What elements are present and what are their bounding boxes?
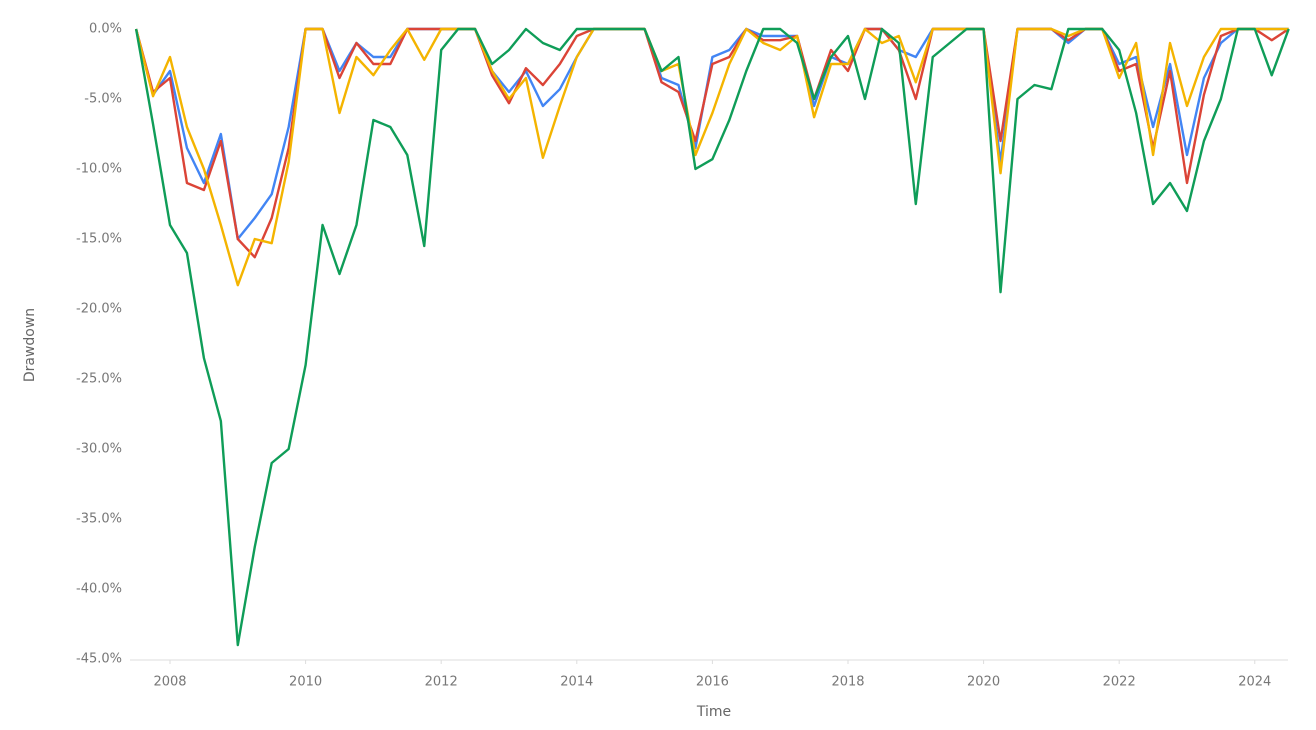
- y-tick-label: -30.0%: [76, 442, 122, 457]
- y-tick-label: -35.0%: [76, 512, 122, 527]
- x-tick-label: 2018: [831, 675, 864, 690]
- y-tick-label: -15.0%: [76, 232, 122, 247]
- y-tick-label: -40.0%: [76, 582, 122, 597]
- x-tick-label: 2024: [1238, 675, 1271, 690]
- x-axis-title: Time: [696, 704, 731, 720]
- x-tick-label: 2008: [153, 675, 186, 690]
- series-line: [134, 27, 1290, 259]
- x-tick-label: 2020: [967, 675, 1000, 690]
- series-line: [134, 27, 1290, 647]
- x-tick-label: 2012: [425, 675, 458, 690]
- x-tick-label: 2010: [289, 675, 322, 690]
- x-tick-label: 2022: [1103, 675, 1136, 690]
- y-tick-label: -45.0%: [76, 652, 122, 667]
- y-tick-label: -25.0%: [76, 372, 122, 387]
- y-tick-label: -10.0%: [76, 162, 122, 177]
- x-tick-label: 2016: [696, 675, 729, 690]
- y-axis-title: Drawdown: [22, 308, 38, 382]
- y-tick-label: -5.0%: [84, 92, 122, 107]
- x-tick-label: 2014: [560, 675, 593, 690]
- y-tick-label: 0.0%: [89, 22, 122, 37]
- y-tick-label: -20.0%: [76, 302, 122, 317]
